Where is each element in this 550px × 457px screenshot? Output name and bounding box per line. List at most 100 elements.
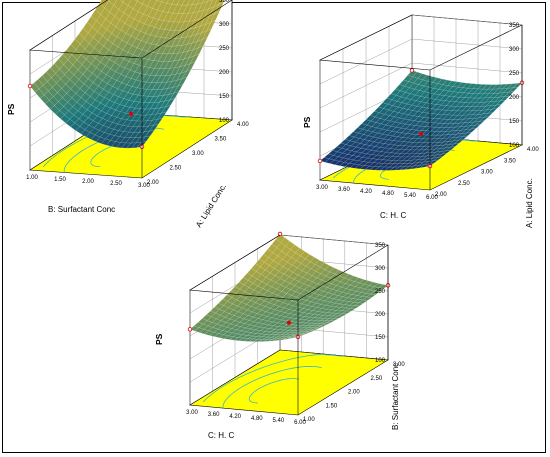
surface-cell — [289, 330, 299, 333]
x-tick-label: 3.00 — [186, 410, 198, 416]
surface-cell — [77, 105, 88, 115]
surface-cell — [409, 165, 420, 170]
floor-contour-plane — [189, 349, 389, 416]
surface-cell — [410, 149, 421, 154]
surface-cell — [252, 313, 263, 319]
surface-cell — [310, 298, 321, 304]
surface-cell — [340, 304, 350, 309]
surface-cell — [71, 93, 82, 103]
surface-cell — [487, 108, 498, 114]
surface-cell — [360, 288, 371, 294]
y-tick-label: 2.50 — [170, 166, 182, 172]
surface-cell — [60, 114, 70, 124]
surface-cell — [90, 134, 101, 142]
z-tick-label: 150 — [509, 119, 520, 125]
surface-cell — [410, 94, 421, 101]
surface-cell — [491, 104, 502, 110]
surface-cell — [481, 105, 492, 111]
surface-cell — [391, 127, 402, 133]
y-tick-label: 2.00 — [348, 390, 360, 396]
surface-cell — [258, 319, 269, 325]
z-tick-label: 350 — [375, 243, 386, 249]
surface-cell — [305, 261, 316, 270]
surface-cell — [176, 0, 185, 6]
z-tick-label: 200 — [219, 70, 230, 76]
design-point-center — [287, 320, 291, 325]
z-tick-label: 100 — [509, 143, 520, 149]
z-axis-label: PS — [154, 333, 164, 345]
surface-cell — [448, 140, 459, 145]
surface-cell — [483, 112, 494, 118]
surface-cell — [408, 110, 419, 116]
surface-cell — [274, 263, 284, 272]
surface-cell — [262, 316, 273, 322]
y-axis-label: A: Lipid Conc. — [525, 178, 534, 228]
surface-cell — [445, 146, 456, 152]
surface-cell — [369, 166, 380, 171]
surface-cell — [105, 134, 115, 141]
surface-cell — [278, 302, 289, 309]
y-tick-label: 3.00 — [192, 151, 204, 157]
surface-cell — [247, 335, 258, 340]
surface-cell — [353, 160, 364, 166]
surface-cell — [96, 61, 106, 72]
surface-cell — [338, 296, 349, 302]
surface-cell — [83, 78, 94, 89]
surface-cell — [419, 121, 430, 127]
surface-cell — [103, 120, 113, 128]
x-tick-label: 4.20 — [229, 414, 241, 420]
surface-cell — [284, 330, 295, 333]
surface-cell — [440, 127, 451, 132]
surface-cell — [194, 327, 205, 333]
surface-cell — [119, 0, 125, 3]
x-tick-label: 3.60 — [208, 412, 220, 418]
surface-cell — [428, 82, 439, 89]
surface-cell — [262, 336, 273, 340]
z-tick-label: 100 — [375, 358, 386, 364]
surface-cell — [404, 165, 415, 170]
surface-cell — [344, 163, 355, 168]
surface-cell — [319, 318, 330, 322]
surface-cell — [449, 142, 460, 148]
surface-cell — [349, 164, 360, 169]
surface-cell — [79, 38, 90, 50]
surface-cell — [111, 71, 122, 81]
surface-cell — [156, 0, 163, 3]
surface-cell — [460, 125, 471, 131]
surface-cell — [420, 149, 431, 154]
surface-cell — [262, 284, 273, 292]
design-point-center — [129, 111, 133, 116]
surface-cell — [323, 153, 334, 160]
surface-cell — [277, 319, 287, 324]
surface-cell — [288, 272, 299, 280]
surface-cell — [254, 322, 264, 328]
surface-cell — [398, 163, 409, 168]
surface-cell — [265, 308, 276, 314]
surface-cell — [100, 132, 110, 140]
design-point — [187, 327, 193, 332]
surface-cell — [449, 122, 460, 128]
surface-cell — [403, 162, 414, 167]
surface-cell — [319, 262, 330, 270]
surface-cell — [284, 276, 295, 284]
surface-cell — [453, 115, 464, 120]
surface-cell — [253, 318, 264, 324]
surface-cell — [413, 142, 424, 147]
surface-cell — [438, 141, 449, 146]
surface-cell — [199, 329, 210, 335]
surface-cell — [457, 132, 468, 138]
surface-cell — [503, 87, 514, 93]
surface-cell — [487, 84, 498, 90]
surface-cell — [273, 300, 284, 307]
surface-cell — [329, 159, 340, 165]
z-tick-label: 250 — [375, 289, 386, 295]
surface-cell — [486, 104, 497, 111]
surface-cell — [269, 304, 280, 310]
surface-cell — [277, 291, 287, 298]
surface-cell — [340, 277, 350, 284]
surface-cell — [159, 20, 170, 30]
surface-cell — [203, 325, 214, 332]
surface-cell — [92, 115, 103, 124]
surface-cell — [50, 63, 60, 74]
surface-cell — [383, 139, 394, 145]
